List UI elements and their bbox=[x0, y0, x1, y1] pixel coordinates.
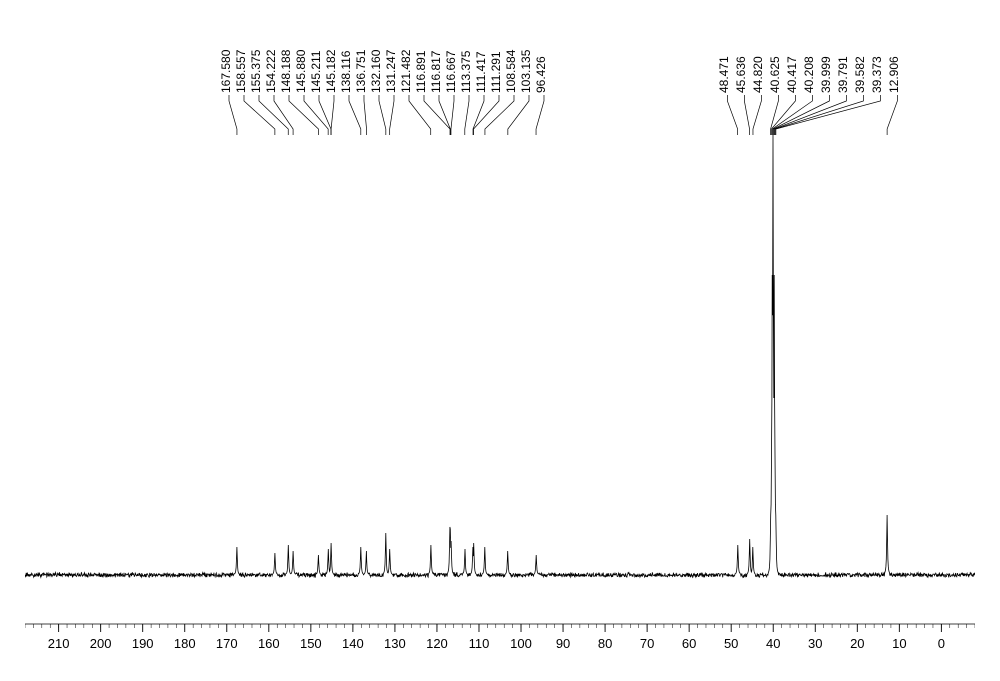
peak-label: 155.375 bbox=[249, 50, 263, 93]
xtick-label: 190 bbox=[132, 636, 154, 651]
peak-label: 40.417 bbox=[785, 56, 799, 93]
xtick-label: 140 bbox=[342, 636, 364, 651]
peak-label: 131.247 bbox=[384, 50, 398, 93]
xtick-label: 0 bbox=[938, 636, 945, 651]
peak-label: 45.636 bbox=[734, 56, 748, 93]
xtick-label: 170 bbox=[216, 636, 238, 651]
peak-label: 111.291 bbox=[489, 51, 503, 93]
xtick-label: 150 bbox=[300, 636, 322, 651]
xtick-label: 20 bbox=[850, 636, 864, 651]
xtick-label: 210 bbox=[48, 636, 70, 651]
axis-svg bbox=[25, 620, 975, 660]
peak-label: 111.417 bbox=[474, 51, 488, 93]
x-axis: 2102001901801701601501401301201101009080… bbox=[25, 620, 975, 660]
xtick-label: 30 bbox=[808, 636, 822, 651]
peak-label: 39.373 bbox=[870, 56, 884, 93]
xtick-label: 90 bbox=[556, 636, 570, 651]
peak-label: 39.582 bbox=[853, 56, 867, 93]
peak-label: 12.906 bbox=[887, 56, 901, 93]
peak-label: 108.584 bbox=[504, 50, 518, 93]
peak-label: 136.751 bbox=[354, 50, 368, 93]
xtick-label: 80 bbox=[598, 636, 612, 651]
peak-label: 113.375 bbox=[459, 51, 473, 94]
peak-label: 116.667 bbox=[444, 51, 458, 94]
peak-label: 40.625 bbox=[768, 56, 782, 93]
peak-label: 145.211 bbox=[309, 51, 323, 94]
peak-label: 154.222 bbox=[264, 50, 278, 93]
peak-label: 96.426 bbox=[534, 56, 548, 93]
xtick-label: 110 bbox=[469, 636, 490, 651]
peak-label: 167.580 bbox=[219, 50, 233, 93]
peak-label: 138.116 bbox=[339, 51, 353, 94]
peak-label: 158.557 bbox=[234, 50, 248, 93]
xtick-label: 130 bbox=[384, 636, 406, 651]
xtick-label: 120 bbox=[426, 636, 448, 651]
xtick-label: 60 bbox=[682, 636, 696, 651]
xtick-label: 50 bbox=[724, 636, 738, 651]
spectrum-svg bbox=[25, 10, 975, 620]
peak-label: 148.188 bbox=[279, 50, 293, 93]
nmr-spectrum-chart: 167.580158.557155.375154.222148.188145.8… bbox=[0, 0, 1000, 681]
peak-label: 103.135 bbox=[519, 50, 533, 93]
xtick-label: 180 bbox=[174, 636, 196, 651]
peak-label: 145.880 bbox=[294, 50, 308, 93]
xtick-label: 40 bbox=[766, 636, 780, 651]
peak-label: 48.471 bbox=[717, 56, 731, 93]
xtick-label: 160 bbox=[258, 636, 280, 651]
peak-label: 116.891 bbox=[414, 51, 428, 94]
xtick-label: 10 bbox=[892, 636, 906, 651]
plot-area: 167.580158.557155.375154.222148.188145.8… bbox=[25, 10, 975, 620]
peak-label: 121.482 bbox=[399, 50, 413, 93]
xtick-label: 100 bbox=[510, 636, 532, 651]
xtick-label: 70 bbox=[640, 636, 654, 651]
peak-label: 44.820 bbox=[751, 56, 765, 93]
peak-label: 116.817 bbox=[429, 51, 443, 94]
xtick-label: 200 bbox=[90, 636, 112, 651]
peak-label: 145.182 bbox=[324, 50, 338, 93]
peak-label: 40.208 bbox=[802, 56, 816, 93]
peak-label: 132.160 bbox=[369, 50, 383, 93]
peak-label: 39.791 bbox=[836, 56, 850, 93]
peak-label: 39.999 bbox=[819, 56, 833, 93]
